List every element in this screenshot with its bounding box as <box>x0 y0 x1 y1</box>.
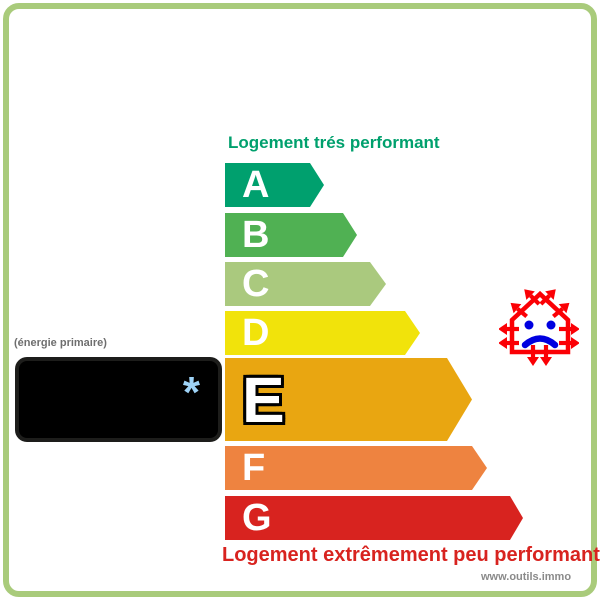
sad-face-left-eye <box>524 320 534 330</box>
energy-class-letter-F: F <box>242 447 266 489</box>
energy-bar-E-selected: E <box>225 358 472 441</box>
energy-bar-A: A <box>225 163 324 207</box>
energy-class-letter-E: E <box>242 363 285 436</box>
energy-bar-G: G <box>225 496 523 540</box>
energy-class-letter-D: D <box>242 312 270 354</box>
energy-primary-label: (énergie primaire) <box>14 337 107 349</box>
energy-class-letter-G: G <box>242 497 272 539</box>
energy-class-letter-C: C <box>242 263 270 305</box>
house-outline <box>509 290 571 355</box>
energy-bar-C: C <box>225 262 386 306</box>
energy-bar-D: D <box>225 311 420 355</box>
energy-class-letter-B: B <box>242 214 270 256</box>
watermark-url: www.outils.immo <box>481 571 572 583</box>
sad-face-right-eye <box>546 320 556 330</box>
energy-value-box: * <box>15 357 222 442</box>
energy-bar-F: F <box>225 446 487 490</box>
sad-face-mouth <box>521 335 559 349</box>
energy-bar-B: B <box>225 213 357 257</box>
energy-class-letter-A: A <box>242 164 270 206</box>
bottom-performance-label: Logement extrêmement peu performant <box>222 544 600 566</box>
heat-loss-house-icon <box>499 287 579 369</box>
top-performance-label: Logement trés performant <box>228 133 440 152</box>
asterisk-footnote-icon: * <box>182 368 200 417</box>
